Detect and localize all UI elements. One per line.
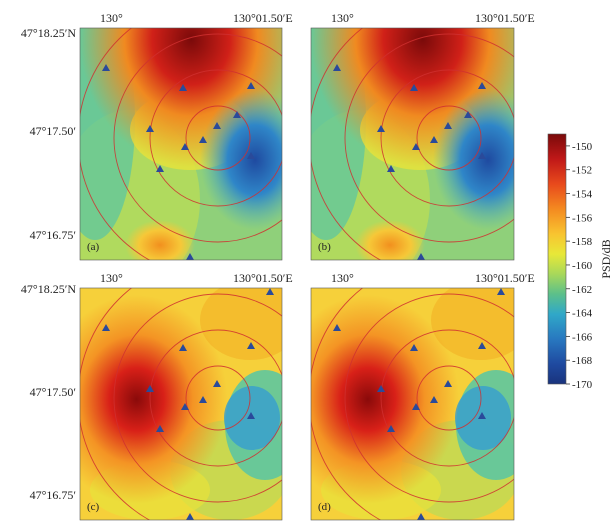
panel-a-label: (a) — [87, 241, 100, 253]
colorbar-tick-label: -160 — [572, 260, 593, 272]
range-rings-c — [80, 288, 282, 520]
colorbar-tick-label: -168 — [572, 355, 593, 367]
x-tick-a-left: 130° — [100, 11, 123, 25]
stations-a — [102, 64, 255, 260]
x-tick-c-right: 130°01.50′E — [233, 271, 293, 285]
range-rings-a — [80, 28, 282, 260]
panel-c — [80, 288, 282, 520]
colorbar-tick-label: -150 — [572, 141, 593, 153]
colorbar-tick-label: -170 — [572, 379, 593, 391]
colorbar-tick-label: -154 — [572, 189, 593, 201]
colorbar-tick-label: -158 — [572, 236, 593, 248]
y-tick-mid-1: 47°17.50′ — [30, 124, 77, 138]
stations-c — [102, 288, 274, 520]
stations-b — [333, 64, 486, 260]
panel-d-frame — [310, 287, 515, 521]
x-tick-d-left: 130° — [331, 271, 354, 285]
colorbar-tick-label: -164 — [572, 308, 593, 320]
y-tick-bot-2: 47°16.75′ — [30, 488, 77, 502]
colorbar — [547, 133, 567, 385]
colorbar-tick-label: -156 — [572, 212, 593, 224]
colorbar-label: PSD/dB — [599, 239, 613, 278]
panel-d — [311, 288, 514, 520]
panel-b-frame — [310, 27, 515, 261]
panel-a — [80, 28, 282, 260]
panel-b — [311, 28, 514, 260]
colorbar-tick-label: -166 — [572, 331, 593, 343]
y-tick-mid-2: 47°17.50′ — [30, 385, 77, 399]
x-tick-a-right: 130°01.50′E — [233, 11, 293, 25]
y-tick-top-1: 47°18.25′N — [21, 26, 76, 40]
x-tick-b-right: 130°01.50′E — [475, 11, 535, 25]
stations-d — [333, 288, 505, 520]
x-tick-d-right: 130°01.50′E — [475, 271, 535, 285]
range-rings-d — [311, 288, 514, 520]
range-rings-b — [311, 28, 514, 260]
x-tick-b-left: 130° — [331, 11, 354, 25]
panel-a-frame — [79, 27, 283, 261]
y-tick-top-2: 47°18.25′N — [21, 282, 76, 296]
panel-c-frame — [79, 287, 283, 521]
colorbar-tick-label: -152 — [572, 165, 592, 177]
panel-c-label: (c) — [87, 501, 100, 513]
x-tick-c-left: 130° — [100, 271, 123, 285]
y-tick-bot-1: 47°16.75′ — [30, 228, 77, 242]
panel-d-label: (d) — [318, 501, 331, 513]
colorbar-tick-label: -162 — [572, 284, 592, 296]
colorbar-ticks: -150 -152 -154 -156 -158 -160 -162 -164 -166 -168… — [566, 141, 593, 391]
panel-b-label: (b) — [318, 241, 331, 253]
